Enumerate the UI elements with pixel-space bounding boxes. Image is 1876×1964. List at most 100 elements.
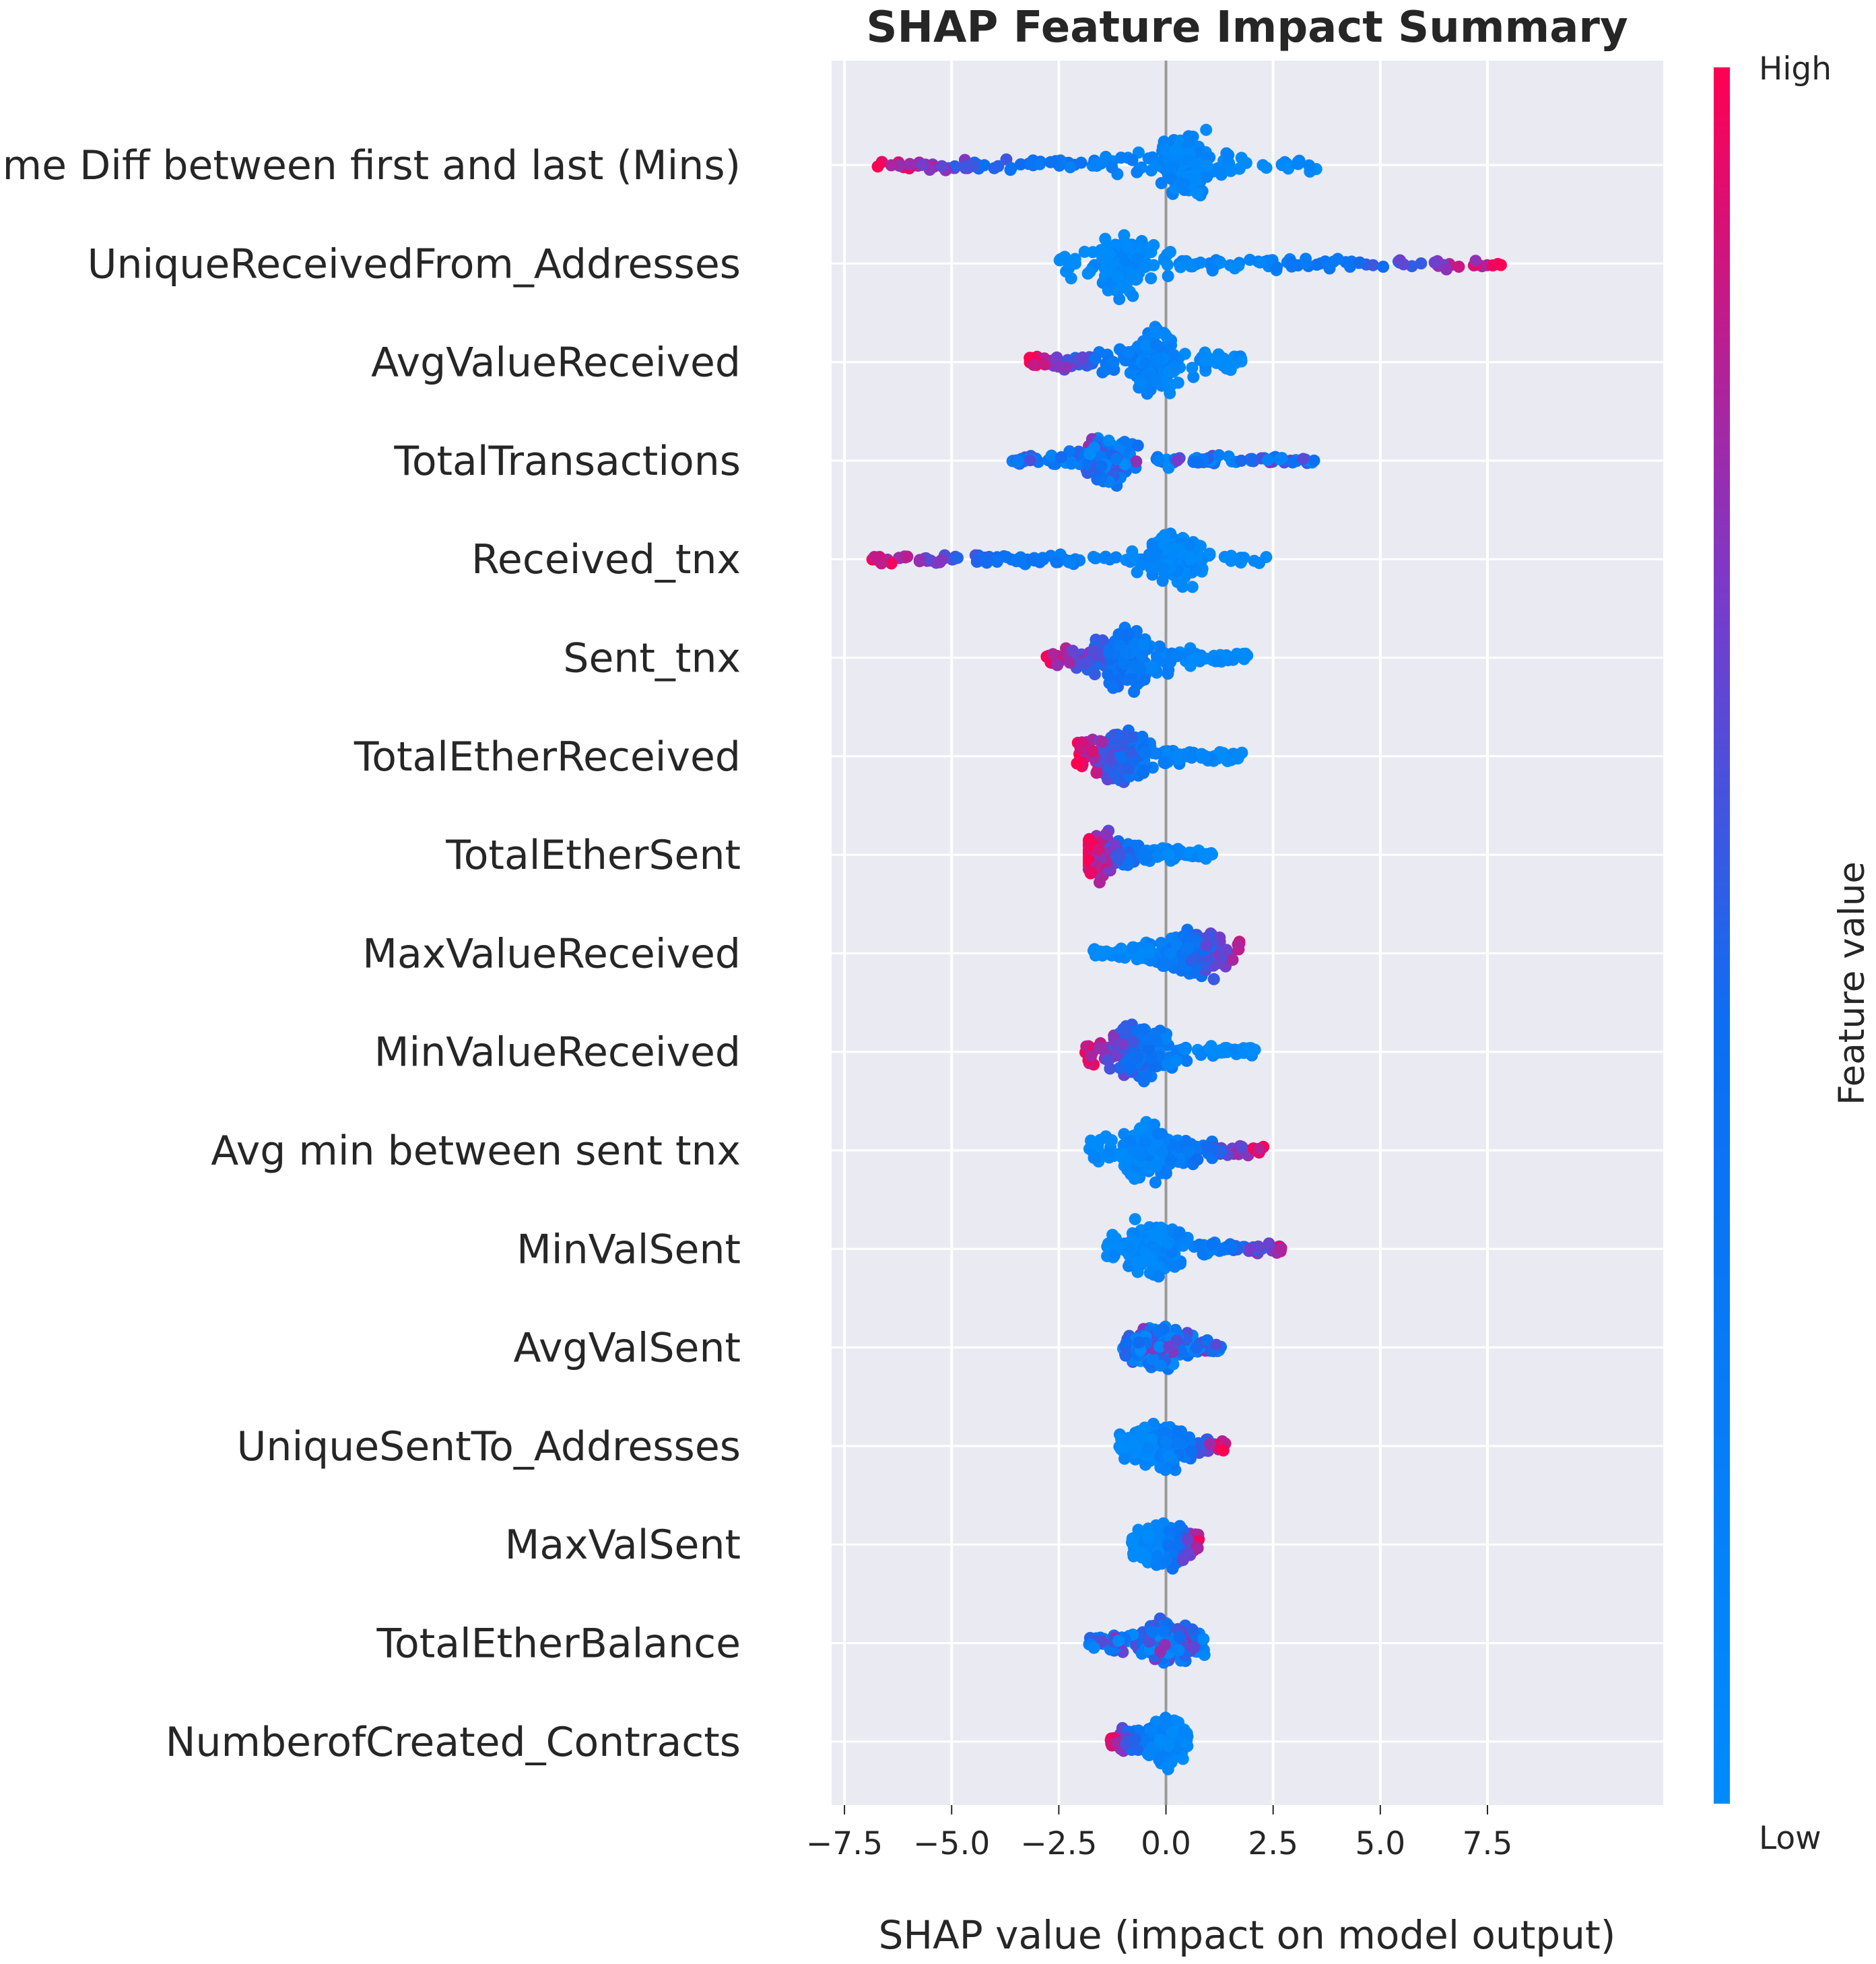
shap-point [1243, 1042, 1256, 1055]
shap-point [1172, 1538, 1184, 1551]
shap-point [1285, 260, 1298, 273]
shap-point [1217, 1444, 1230, 1457]
shap-point [1153, 1340, 1166, 1353]
shap-point [1300, 257, 1312, 269]
shap-point [885, 159, 898, 172]
shap-point [1188, 1641, 1201, 1654]
shap-point [1353, 257, 1366, 269]
shap-point [1152, 1530, 1165, 1542]
shap-point [1191, 1153, 1204, 1166]
shap-point [1173, 1226, 1186, 1239]
colorbar-title: Feature value [1832, 861, 1873, 1105]
shap-point [1088, 668, 1101, 680]
shap-point [1160, 1436, 1172, 1449]
shap-point [1118, 255, 1131, 268]
shap-point [1134, 376, 1147, 389]
shap-point [1106, 161, 1118, 174]
shap-point [1487, 259, 1499, 271]
shap-point [1198, 750, 1211, 762]
shap-point [1139, 357, 1152, 370]
shap-point [1190, 1341, 1203, 1354]
shap-point [1224, 364, 1237, 377]
shap-point [1133, 1336, 1145, 1349]
shap-point [1127, 1036, 1140, 1049]
shap-point [1099, 232, 1112, 245]
shap-point [1275, 452, 1288, 464]
shap-point [1158, 1427, 1170, 1439]
shap-point [1136, 730, 1149, 743]
shap-point [1103, 647, 1116, 660]
shap-point [1014, 158, 1027, 170]
shap-point [885, 557, 898, 570]
shap-point [1121, 859, 1134, 872]
shap-point [1275, 1242, 1287, 1255]
shap-point [1228, 752, 1240, 765]
feature-label: TotalTransactions [393, 438, 741, 485]
shap-point [1173, 1631, 1186, 1644]
shap-point [1189, 564, 1202, 577]
shap-point [1214, 257, 1227, 269]
shap-point [1051, 659, 1064, 672]
shap-point [1181, 1534, 1194, 1546]
shap-point [1377, 261, 1390, 273]
shap-point [1184, 553, 1197, 566]
shap-point [1227, 653, 1240, 666]
feature-label: AvgValSent [514, 1325, 741, 1372]
shap-point [1159, 1464, 1172, 1476]
shap-point [1095, 460, 1108, 473]
shap-point [1101, 1240, 1114, 1253]
shap-point [1200, 939, 1213, 952]
shap-point [1201, 160, 1213, 172]
shap-point [1206, 1238, 1218, 1251]
shap-point [1131, 166, 1143, 178]
shap-point [1178, 177, 1191, 190]
shap-point [1145, 272, 1158, 285]
shap-point [1138, 1136, 1151, 1149]
shap-point [1086, 246, 1099, 259]
shap-point [1157, 1625, 1170, 1637]
shap-point [1263, 1237, 1275, 1250]
shap-point [1253, 556, 1266, 569]
shap-point [1075, 156, 1087, 169]
shap-point [1151, 1550, 1164, 1563]
shap-point [1108, 839, 1121, 851]
shap-point [1166, 1138, 1178, 1151]
shap-point [1167, 547, 1180, 560]
shap-point [1207, 973, 1220, 985]
shap-point [1286, 456, 1299, 469]
shap-point [1120, 1337, 1133, 1350]
shap-point [1079, 657, 1092, 669]
shap-point [1100, 150, 1112, 163]
shap-point [1155, 176, 1168, 189]
shap-point [1132, 252, 1145, 265]
shap-point [1083, 448, 1096, 461]
shap-point [1185, 751, 1198, 764]
shap-point [1118, 458, 1131, 471]
shap-point [1232, 938, 1244, 951]
shap-point [1184, 260, 1197, 273]
shap-point [1054, 253, 1067, 266]
shap-point [1145, 661, 1158, 674]
shap-point [1162, 1237, 1174, 1249]
shap-point [1129, 1733, 1141, 1746]
shap-point [966, 160, 979, 172]
shap-point [1158, 756, 1170, 769]
shap-point [1428, 256, 1441, 269]
shap-point [971, 554, 983, 567]
shap-point [1152, 1270, 1165, 1283]
shap-point [1182, 1548, 1195, 1561]
shap-point [1164, 387, 1176, 399]
shap-point [1235, 455, 1248, 467]
shap-point [1200, 123, 1213, 136]
shap-point [1163, 1340, 1176, 1353]
shap-point [1120, 729, 1133, 742]
shap-point [1139, 746, 1151, 759]
shap-point [1187, 370, 1200, 383]
shap-point [1138, 674, 1151, 686]
shap-point [1135, 1430, 1148, 1443]
shap-point [1141, 1748, 1154, 1761]
shap-point [1139, 261, 1151, 273]
shap-point [1081, 267, 1094, 280]
shap-point [1127, 550, 1139, 562]
shap-point [1113, 293, 1126, 306]
